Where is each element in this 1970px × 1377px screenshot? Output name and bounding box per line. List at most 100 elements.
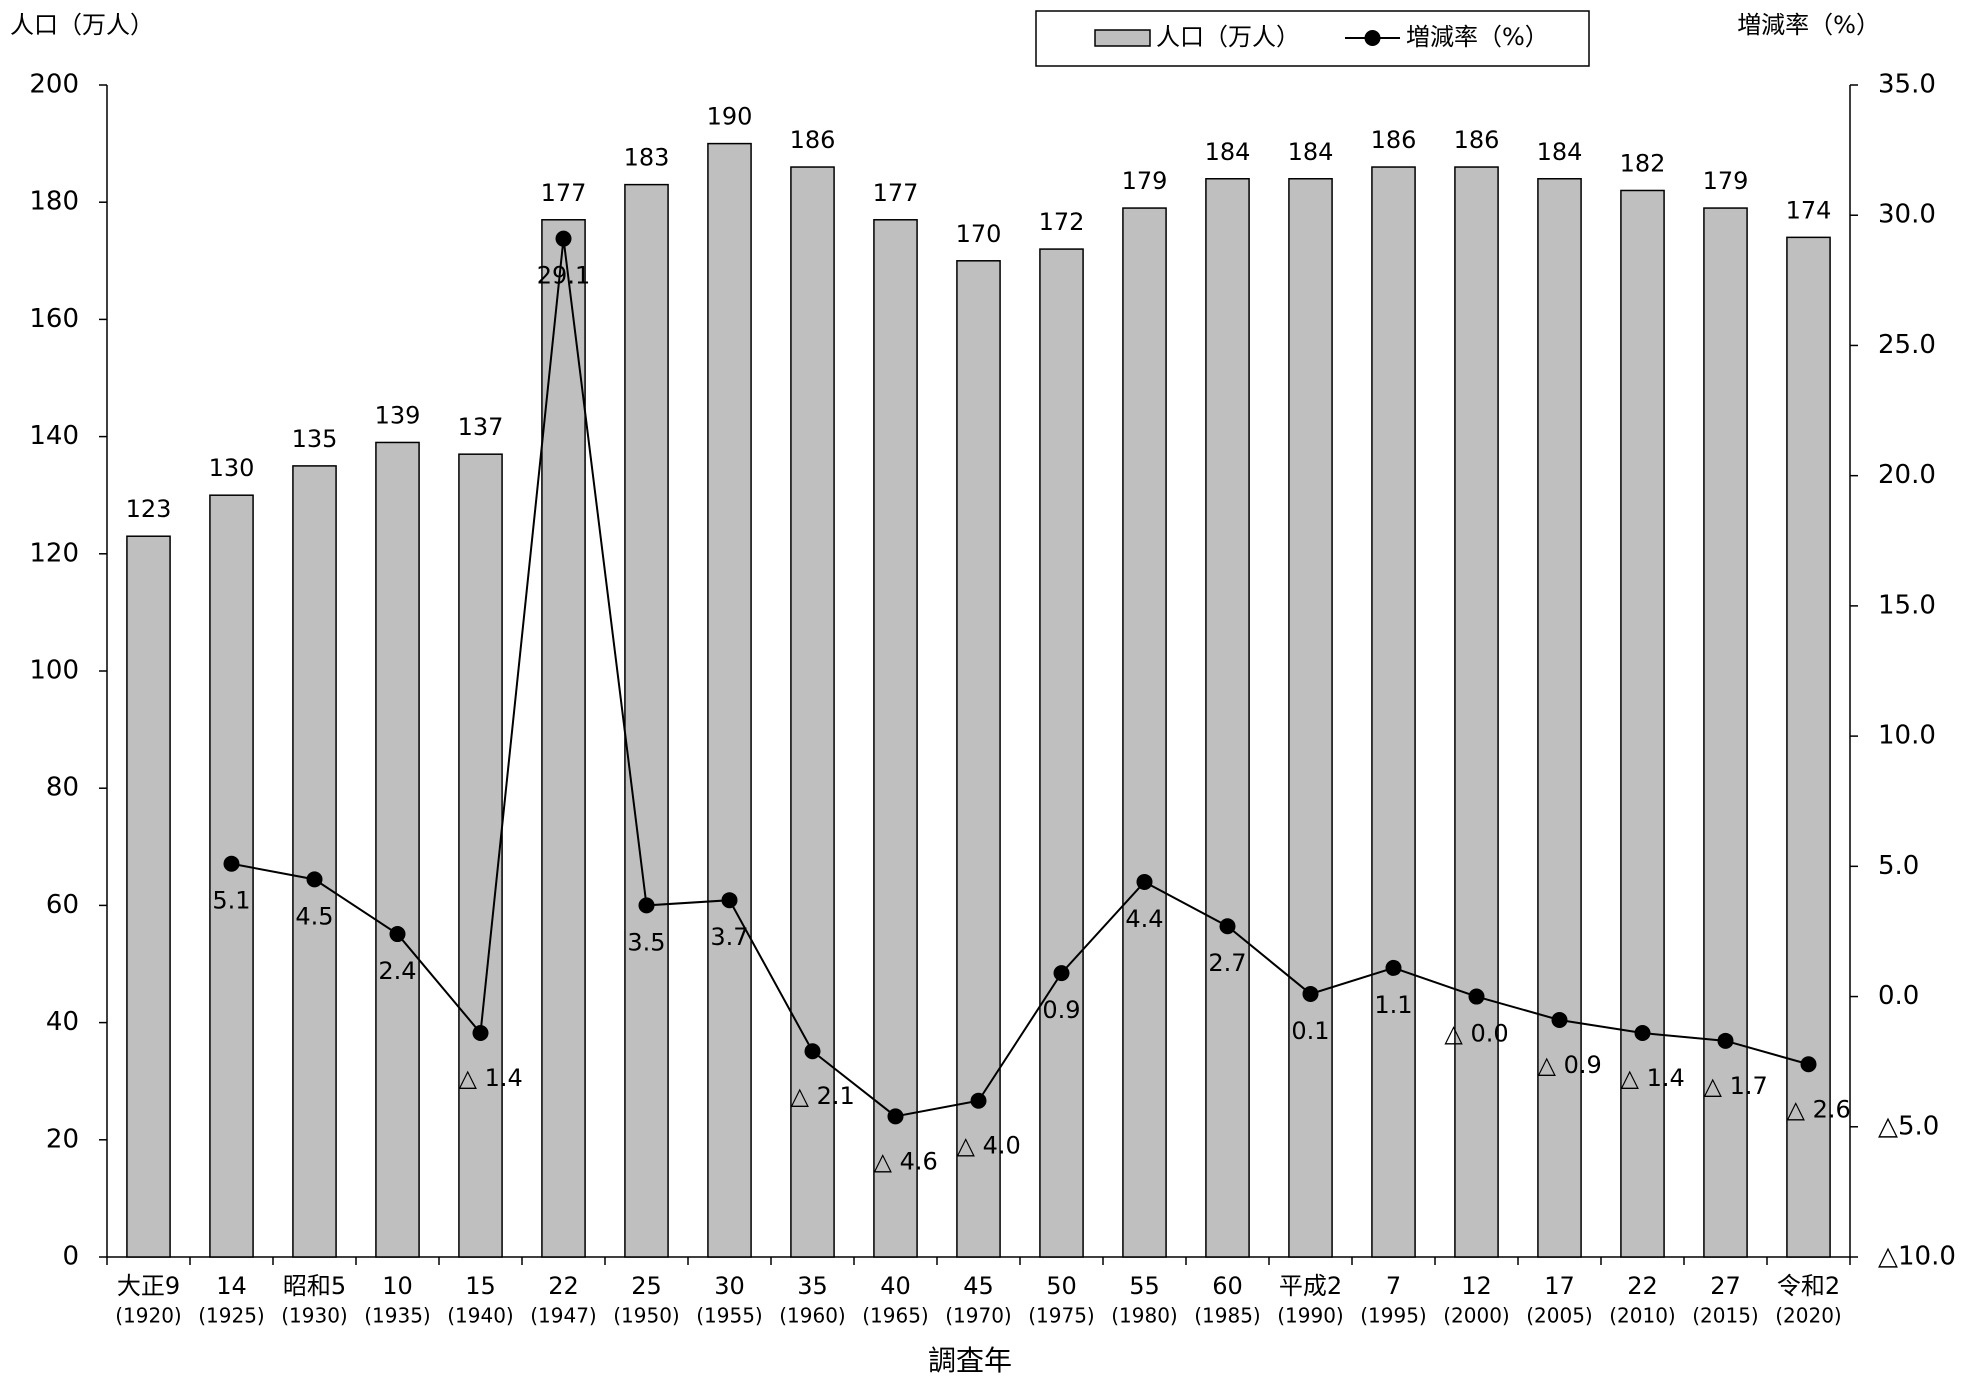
x-tick-sublabel: (1995) <box>1360 1304 1427 1328</box>
y2-tick-label: 15.0 <box>1878 590 1936 620</box>
line-point <box>472 1025 489 1042</box>
bar <box>1454 166 1499 1258</box>
bar-label: 186 <box>790 126 836 154</box>
x-tick-sublabel: (2015) <box>1692 1304 1759 1328</box>
y2-tick-label: 20.0 <box>1878 460 1936 490</box>
line-label: 2.4 <box>378 957 416 985</box>
x-tick-sublabel: (1925) <box>198 1304 265 1328</box>
bar-label: 184 <box>1537 138 1583 166</box>
bar <box>1371 166 1416 1258</box>
x-tick-label: 27 <box>1710 1272 1741 1300</box>
bar <box>375 441 420 1258</box>
x-tick-label: 22 <box>1627 1272 1658 1300</box>
x-tick-label: 14 <box>216 1272 247 1300</box>
x-tick-label: 10 <box>382 1272 413 1300</box>
line <box>231 238 1809 1118</box>
x-tick-sublabel: (2000) <box>1443 1304 1510 1328</box>
bar-label: 184 <box>1288 138 1334 166</box>
bar-label: 137 <box>458 413 504 441</box>
legend-label: 増減率（%） <box>1406 23 1549 51</box>
line-label: 5.1 <box>212 887 250 915</box>
bar-label: 179 <box>1122 167 1168 195</box>
line-point <box>1219 918 1236 935</box>
line-point <box>1302 985 1319 1002</box>
y-tick-label: 0 <box>62 1242 79 1272</box>
line-point <box>1800 1056 1817 1073</box>
y2-tick-label: 25.0 <box>1878 330 1936 360</box>
bar-label: 139 <box>375 401 421 429</box>
y2-axis-title: 増減率（%） <box>1737 11 1880 39</box>
bar-label: 174 <box>1786 196 1832 224</box>
bar <box>707 142 752 1258</box>
y-tick-label: 140 <box>29 421 79 451</box>
bar-label: 177 <box>541 179 587 207</box>
bar <box>790 166 835 1258</box>
x-tick-label: 大正9 <box>117 1272 180 1300</box>
bar <box>126 535 171 1258</box>
line-point <box>1634 1025 1651 1042</box>
x-tick-label: 60 <box>1212 1272 1243 1300</box>
line-label: △ 1.7 <box>1704 1072 1768 1100</box>
x-tick-label: 17 <box>1544 1272 1575 1300</box>
x-tick-label: 45 <box>963 1272 994 1300</box>
x-tick-label: 22 <box>548 1272 579 1300</box>
line-point <box>1717 1032 1734 1049</box>
bar-label: 130 <box>209 454 255 482</box>
line-label: △ 2.6 <box>1787 1095 1851 1123</box>
y-tick-label: 200 <box>29 70 79 100</box>
x-tick-sublabel: (1935) <box>364 1304 431 1328</box>
bar <box>1288 178 1333 1258</box>
line-label: 3.7 <box>710 923 748 951</box>
line-label: 3.5 <box>627 928 665 956</box>
x-tick-sublabel: (2020) <box>1775 1304 1842 1328</box>
bar <box>1620 189 1665 1258</box>
line-label: 0.1 <box>1291 1017 1329 1045</box>
y2-tick-label: 5.0 <box>1878 851 1919 881</box>
x-tick-label: 7 <box>1386 1272 1401 1300</box>
y2-tick-label: 35.0 <box>1878 70 1936 100</box>
line-point <box>970 1092 987 1109</box>
x-tick-sublabel: (1980) <box>1111 1304 1178 1328</box>
line-label: △ 1.4 <box>459 1064 523 1092</box>
bar <box>956 260 1001 1258</box>
y-tick-label: 20 <box>46 1124 79 1154</box>
y-axis-title: 人口（万人） <box>10 11 154 39</box>
x-tick-sublabel: (1990) <box>1277 1304 1344 1328</box>
y2-tick-label: 10.0 <box>1878 721 1936 751</box>
y2-tick-label: △5.0 <box>1878 1111 1939 1141</box>
bar <box>541 219 586 1258</box>
bar <box>458 453 503 1258</box>
bar-label: 170 <box>956 220 1002 248</box>
line-label: 29.1 <box>537 262 590 290</box>
y-tick-label: 100 <box>29 656 79 686</box>
line-point <box>1053 965 1070 982</box>
line-point <box>721 892 738 909</box>
line-point <box>1136 873 1153 890</box>
line-point <box>1385 959 1402 976</box>
line-point <box>555 230 572 247</box>
line-label: △ 2.1 <box>791 1082 855 1110</box>
y-tick-label: 120 <box>29 538 79 568</box>
line-point <box>887 1108 904 1125</box>
bar <box>624 183 669 1258</box>
line-label: 4.4 <box>1125 905 1163 933</box>
y-tick-label: 60 <box>46 890 79 920</box>
bar-label: 190 <box>707 103 753 131</box>
x-tick-label: 平成2 <box>1279 1272 1342 1300</box>
x-tick-label: 35 <box>797 1272 828 1300</box>
line-point <box>1468 988 1485 1005</box>
bar-label: 186 <box>1371 126 1417 154</box>
x-tick-sublabel: (1985) <box>1194 1304 1261 1328</box>
y-tick-label: 80 <box>46 773 79 803</box>
y-tick-label: 160 <box>29 304 79 334</box>
y2-tick-label: △10.0 <box>1878 1242 1956 1272</box>
x-tick-label: 15 <box>465 1272 496 1300</box>
x-tick-sublabel: (1930) <box>281 1304 348 1328</box>
line-point <box>223 855 240 872</box>
line-point <box>638 897 655 914</box>
bar-label: 179 <box>1703 167 1749 195</box>
x-tick-label: 50 <box>1046 1272 1077 1300</box>
line-point <box>1551 1011 1568 1028</box>
line-point <box>306 871 323 888</box>
